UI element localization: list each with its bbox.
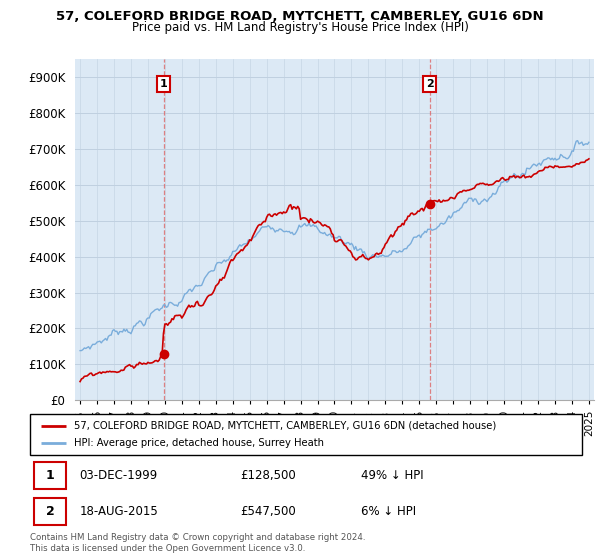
Text: £547,500: £547,500 [240, 505, 296, 518]
Text: 49% ↓ HPI: 49% ↓ HPI [361, 469, 424, 482]
Text: 57, COLEFORD BRIDGE ROAD, MYTCHETT, CAMBERLEY, GU16 6DN: 57, COLEFORD BRIDGE ROAD, MYTCHETT, CAMB… [56, 10, 544, 23]
Text: 2: 2 [46, 505, 55, 518]
FancyBboxPatch shape [34, 462, 67, 489]
Text: HPI: Average price, detached house, Surrey Heath: HPI: Average price, detached house, Surr… [74, 438, 324, 449]
Text: Price paid vs. HM Land Registry's House Price Index (HPI): Price paid vs. HM Land Registry's House … [131, 21, 469, 34]
Text: 03-DEC-1999: 03-DEC-1999 [80, 469, 158, 482]
FancyBboxPatch shape [34, 498, 67, 525]
Text: 57, COLEFORD BRIDGE ROAD, MYTCHETT, CAMBERLEY, GU16 6DN (detached house): 57, COLEFORD BRIDGE ROAD, MYTCHETT, CAMB… [74, 421, 496, 431]
Text: 18-AUG-2015: 18-AUG-2015 [80, 505, 158, 518]
Text: £128,500: £128,500 [240, 469, 296, 482]
Text: 2: 2 [426, 79, 434, 89]
Text: 6% ↓ HPI: 6% ↓ HPI [361, 505, 416, 518]
FancyBboxPatch shape [30, 414, 582, 455]
Text: 1: 1 [46, 469, 55, 482]
Text: Contains HM Land Registry data © Crown copyright and database right 2024.
This d: Contains HM Land Registry data © Crown c… [30, 533, 365, 553]
Text: 1: 1 [160, 79, 167, 89]
